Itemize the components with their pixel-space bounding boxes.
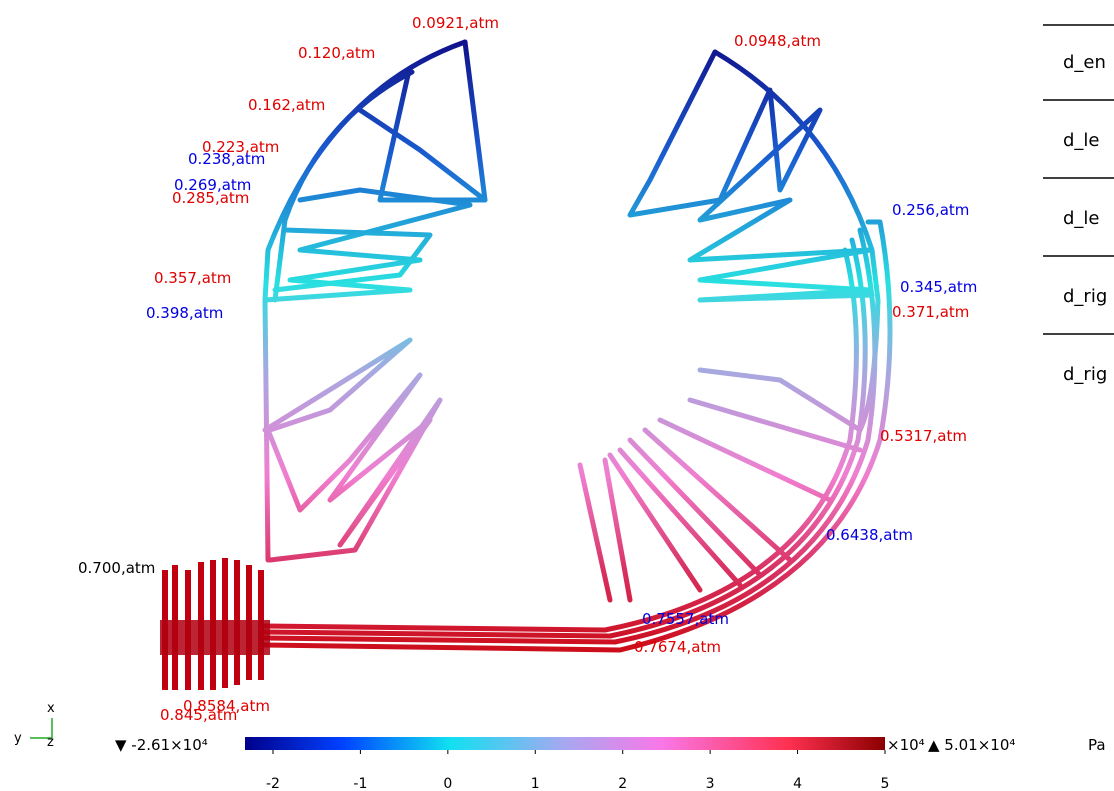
annotation: 0.162,atm xyxy=(248,96,325,114)
annotation: 0.700,atm xyxy=(78,559,155,577)
annotation: 0.398,atm xyxy=(146,304,223,322)
colorbar-tick-label: 1 xyxy=(531,776,540,791)
annotation: 0.357,atm xyxy=(154,269,231,287)
annotation: 0.238,atm xyxy=(188,150,265,168)
colorbar-tick-label: 0 xyxy=(443,776,452,791)
triad-x: x xyxy=(47,701,55,716)
annotation: 0.7674,atm xyxy=(634,638,721,656)
colorbar-tick-label: 5 xyxy=(881,776,890,791)
colorbar-min: ▼ -2.61×10⁴ xyxy=(115,736,208,754)
annotation: 0.8584,atm xyxy=(183,697,270,715)
annotation: 0.256,atm xyxy=(892,201,969,219)
table-rows: d_en d_le d_le d_rig d_rig xyxy=(1063,52,1107,385)
annotation: 0.345,atm xyxy=(900,278,977,296)
annotation: 0.120,atm xyxy=(298,44,375,62)
plot-window: 0.0921,atm0.120,atm0.162,atm0.223,atm0.2… xyxy=(0,0,1114,791)
annotation: 0.371,atm xyxy=(892,303,969,321)
inlet-block xyxy=(160,558,270,690)
colorbar-tick-label: 4 xyxy=(793,776,802,791)
triad-y: y xyxy=(14,731,22,746)
annotation: 0.285,atm xyxy=(172,189,249,207)
annotation: 0.7557,atm xyxy=(642,610,729,628)
table-row: d_le xyxy=(1063,208,1100,229)
colorbar-unit: Pa xyxy=(1088,736,1106,754)
colorbar-tick-label: -1 xyxy=(353,776,367,791)
tubes xyxy=(265,42,890,650)
table-row: d_le xyxy=(1063,130,1100,151)
colorbar-tick-label: 2 xyxy=(618,776,627,791)
table-row: d_en xyxy=(1063,52,1106,73)
colorbar: ▼ -2.61×10⁴ ×10⁴ ▲ 5.01×10⁴ Pa -2 -1 0 1 2 3 4… xyxy=(115,736,1106,791)
colorbar-max: ▲ 5.01×10⁴ xyxy=(928,736,1015,754)
axis-triad: x y z xyxy=(14,701,55,750)
colorbar-tick-label: -2 xyxy=(266,776,280,791)
annotation: 0.0921,atm xyxy=(412,14,499,32)
annotation: 0.5317,atm xyxy=(880,427,967,445)
colorbar-multiplier: ×10⁴ xyxy=(887,736,925,754)
table-row: d_rig xyxy=(1063,364,1107,385)
triad-z: z xyxy=(47,735,54,750)
table-row: d_rig xyxy=(1063,286,1107,307)
annotation: 0.0948,atm xyxy=(734,32,821,50)
annotation: 0.6438,atm xyxy=(826,526,913,544)
colorbar-tick-label: 3 xyxy=(706,776,715,791)
